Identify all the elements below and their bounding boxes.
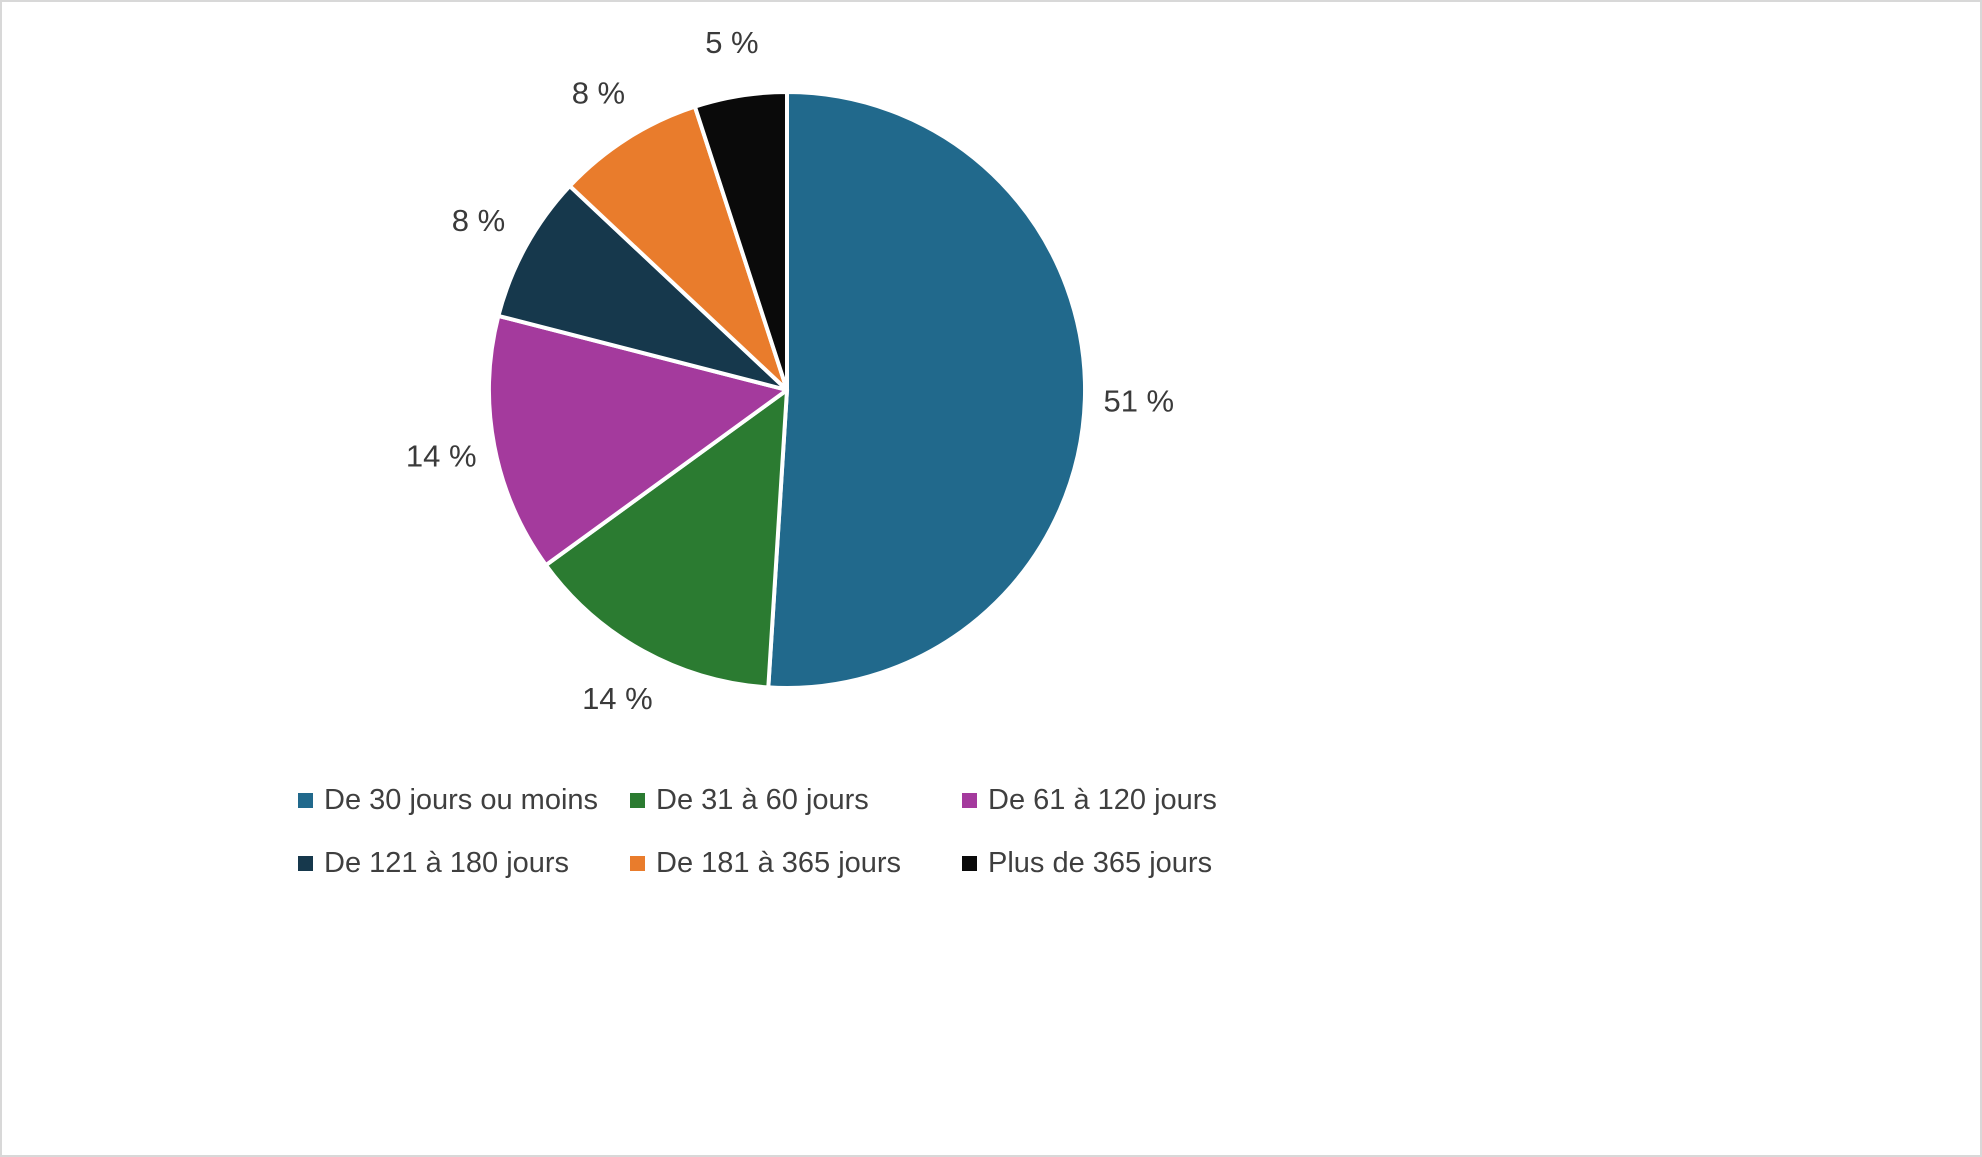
legend-item-31-a-60-jours: De 31 à 60 jours [630,784,962,817]
legend-item-plus-de-365-jours: Plus de 365 jours [962,847,1294,880]
pie-slice-label-1: 14 % [582,681,653,716]
pie-slice-3 [496,184,789,392]
legend-label: De 181 à 365 jours [656,847,902,879]
pie-slice-label-5: 5 % [705,25,758,60]
legend-label: De 31 à 60 jours [656,784,869,816]
pie-slice-label-3: 8 % [452,203,505,238]
legend-swatch-navy [298,856,313,871]
pie-slice-0 [766,90,1088,690]
legend-item-181-a-365-jours: De 181 à 365 jours [630,847,962,880]
pie-slice-label-0: 51 % [1103,384,1174,419]
legend-label: De 61 à 120 jours [988,784,1217,816]
pie-slice-label-2: 14 % [406,439,477,474]
legend-item-61-a-120-jours: De 61 à 120 jours [962,784,1294,817]
legend-item-121-a-180-jours: De 121 à 180 jours [298,847,630,880]
legend-swatch-black [962,856,977,871]
legend-label: Plus de 365 jours [988,847,1213,879]
chart-legend: De 30 jours ou moins De 31 à 60 jours De… [298,784,1294,880]
legend-label: De 30 jours ou moins [324,784,599,816]
pie-slice-2 [487,313,789,568]
pie-slice-5 [692,90,789,392]
legend-swatch-purple [962,793,977,808]
pie-slice-label-4: 8 % [572,75,625,110]
pie-slice-1 [543,388,789,690]
legend-swatch-green [630,793,645,808]
legend-label: De 121 à 180 jours [324,847,570,879]
legend-swatch-orange [630,856,645,871]
legend-item-30-jours-ou-moins: De 30 jours ou moins [298,784,630,817]
pie-slice-4 [567,104,789,392]
legend-swatch-teal [298,793,313,808]
